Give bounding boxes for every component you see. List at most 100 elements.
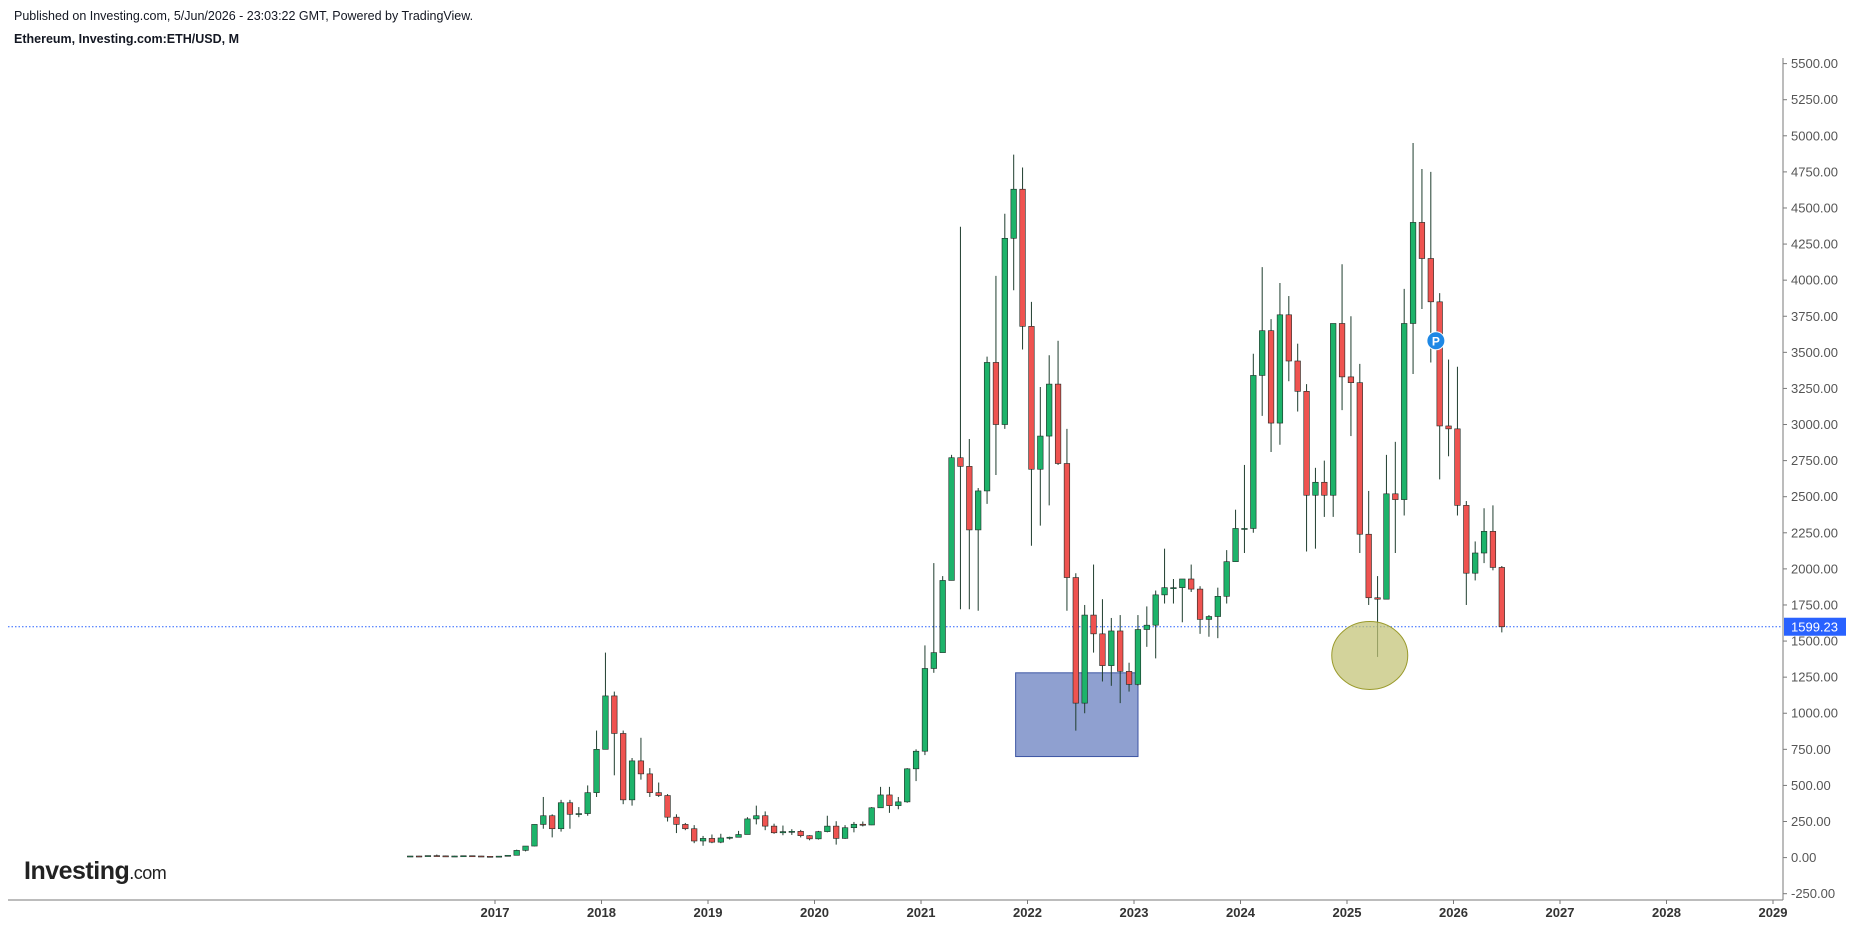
candle[interactable] <box>779 825 787 836</box>
candle[interactable] <box>504 854 511 857</box>
candle[interactable] <box>673 814 680 834</box>
candle[interactable] <box>975 488 982 611</box>
candle[interactable] <box>1037 386 1044 526</box>
candle[interactable] <box>735 830 742 838</box>
candle[interactable] <box>1427 171 1434 363</box>
candle[interactable] <box>699 835 707 846</box>
candle[interactable] <box>1445 359 1452 457</box>
candle[interactable] <box>833 821 840 845</box>
candle[interactable] <box>1418 169 1426 310</box>
candle[interactable] <box>859 821 866 827</box>
candle[interactable] <box>1108 617 1115 686</box>
candle[interactable] <box>460 855 467 858</box>
candle[interactable] <box>744 817 751 835</box>
candle[interactable] <box>1161 548 1168 604</box>
candle[interactable] <box>992 275 1000 476</box>
candle[interactable] <box>1054 340 1062 465</box>
candle[interactable] <box>611 691 618 776</box>
candle[interactable] <box>1099 599 1106 682</box>
candle[interactable] <box>531 824 538 847</box>
candle[interactable] <box>1250 353 1257 533</box>
candle[interactable] <box>1383 454 1390 600</box>
candle[interactable] <box>1294 343 1301 412</box>
candle[interactable] <box>1019 167 1026 350</box>
candle[interactable] <box>1125 662 1133 692</box>
candle[interactable] <box>1001 213 1008 429</box>
candle[interactable] <box>1063 428 1071 611</box>
candle[interactable] <box>451 855 458 858</box>
candle[interactable] <box>1401 288 1408 516</box>
candle[interactable] <box>442 855 449 858</box>
candle[interactable] <box>1143 606 1150 647</box>
candle[interactable] <box>939 576 946 653</box>
candle[interactable] <box>797 829 804 838</box>
candle[interactable] <box>1259 267 1266 416</box>
candle[interactable] <box>770 823 778 834</box>
candle[interactable] <box>1436 293 1443 480</box>
candle[interactable] <box>557 799 565 832</box>
candle[interactable] <box>549 814 556 838</box>
candle[interactable] <box>1214 587 1221 639</box>
candle[interactable] <box>424 855 432 857</box>
candle[interactable] <box>1409 143 1417 374</box>
candle[interactable] <box>868 807 875 826</box>
candle[interactable] <box>1072 573 1079 731</box>
candle[interactable] <box>1090 564 1097 653</box>
candle[interactable] <box>1028 301 1035 546</box>
candle[interactable] <box>1472 541 1479 581</box>
candle[interactable] <box>1046 355 1053 506</box>
candle[interactable] <box>1463 501 1470 605</box>
candle[interactable] <box>1276 283 1284 445</box>
candle[interactable] <box>1480 508 1488 564</box>
candle[interactable] <box>1170 578 1177 604</box>
candle[interactable] <box>753 805 760 825</box>
candle[interactable] <box>921 645 929 756</box>
candle[interactable] <box>1285 296 1292 382</box>
candle[interactable] <box>886 786 893 813</box>
candle[interactable] <box>566 799 574 829</box>
candle[interactable] <box>877 786 884 809</box>
highlight-ellipse[interactable] <box>1331 620 1409 690</box>
candle[interactable] <box>1330 323 1337 517</box>
candle[interactable] <box>469 855 476 858</box>
candle[interactable] <box>1232 509 1239 562</box>
candle[interactable] <box>1321 460 1328 517</box>
candle[interactable] <box>486 856 494 858</box>
candle[interactable] <box>1196 586 1204 634</box>
candle[interactable] <box>1223 550 1230 604</box>
candle[interactable] <box>1241 464 1248 554</box>
candle[interactable] <box>593 730 600 797</box>
candle[interactable] <box>628 757 636 806</box>
candle[interactable] <box>664 794 671 822</box>
candle[interactable] <box>407 855 414 858</box>
candle[interactable] <box>522 845 529 852</box>
candle[interactable] <box>806 835 813 841</box>
candle[interactable] <box>1303 384 1310 552</box>
candle[interactable] <box>682 822 689 831</box>
candle[interactable] <box>983 356 991 504</box>
candle[interactable] <box>646 768 653 797</box>
candle[interactable] <box>1454 366 1461 516</box>
candle[interactable] <box>584 785 591 816</box>
candle[interactable] <box>1392 441 1399 554</box>
candle[interactable] <box>655 782 662 797</box>
candle[interactable] <box>1117 615 1124 704</box>
candle[interactable] <box>620 730 627 805</box>
candle[interactable] <box>1356 363 1363 554</box>
candle[interactable] <box>540 796 547 829</box>
candle[interactable] <box>433 854 440 857</box>
candle[interactable] <box>948 454 955 581</box>
candle[interactable] <box>788 829 795 835</box>
candle[interactable] <box>602 652 609 750</box>
candle[interactable] <box>966 438 973 610</box>
candle[interactable] <box>1010 154 1017 291</box>
candle[interactable] <box>478 855 485 858</box>
candle[interactable] <box>1498 565 1505 633</box>
candle[interactable] <box>1179 578 1186 623</box>
candle[interactable] <box>1338 264 1346 411</box>
candle[interactable] <box>1081 604 1088 714</box>
candle[interactable] <box>1188 564 1195 592</box>
candle[interactable] <box>726 836 733 840</box>
candle[interactable] <box>1347 316 1355 437</box>
